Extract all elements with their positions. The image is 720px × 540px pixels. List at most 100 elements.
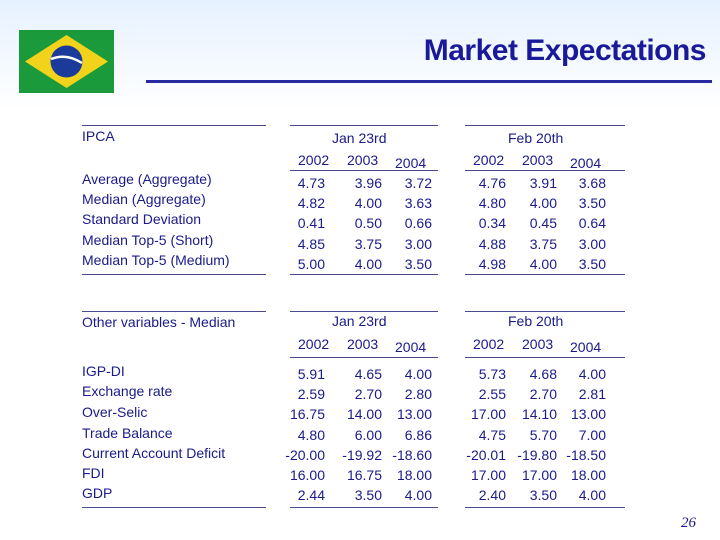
table-cell: 3.50 [578,256,606,272]
divider [290,125,438,126]
other-section-label: Other variables - Median [82,314,236,330]
table-cell: 17.00 [470,406,506,422]
row-label: IGP-DI [82,363,125,379]
table-cell: 3.91 [529,175,557,191]
table-cell: 5.00 [297,256,325,272]
table-cell: 5.91 [297,366,325,382]
table-cell: 2.80 [404,386,432,402]
table-cell: -18.50 [566,447,606,463]
year-label: 2002 [473,152,505,168]
year-label: 2004 [570,339,602,355]
divider [290,357,438,358]
year-label: 2004 [570,155,602,171]
table-cell: 3.96 [354,175,382,191]
year-label: 2003 [347,336,379,352]
table-cell: 4.75 [478,427,506,443]
table-cell: 3.00 [578,236,606,252]
table-cell: 16.75 [289,406,325,422]
table-cell: 2.81 [578,386,606,402]
page-title: Market Expectations [423,34,707,67]
divider [465,357,625,358]
table-cell: 4.65 [354,366,382,382]
table-cell: 3.63 [404,195,432,211]
row-label: Exchange rate [82,383,173,399]
table-cell: 16.00 [289,467,325,483]
table-cell: 0.45 [529,215,557,231]
divider [82,125,266,126]
table-cell: 3.00 [404,236,432,252]
table-cell: 2.44 [297,487,325,503]
table-cell: 2.70 [354,386,382,402]
table-cell: 4.00 [529,256,557,272]
table-cell: 4.00 [404,366,432,382]
table-cell: 3.50 [354,487,382,503]
table-cell: 5.70 [529,427,557,443]
table-cell: 4.76 [478,175,506,191]
divider [465,170,625,171]
title-underline [146,80,712,83]
table-cell: 0.50 [354,215,382,231]
table-cell: 6.86 [404,427,432,443]
divider [290,274,438,275]
table-cell: -18.60 [392,447,432,463]
table-cell: 2.55 [478,386,506,402]
table-cell: 0.64 [578,215,606,231]
table-cell: 4.00 [529,195,557,211]
table-cell: -19.92 [342,447,382,463]
ipca-feb-date: Feb 20th [508,130,564,146]
table-cell: 2.70 [529,386,557,402]
table-cell: 18.00 [396,467,432,483]
year-label: 2002 [298,336,330,352]
table-cell: 17.00 [470,467,506,483]
table-cell: 17.00 [521,467,557,483]
page-number: 26 [681,515,696,531]
row-label: GDP [82,485,113,501]
divider [465,274,625,275]
row-label: Current Account Deficit [82,445,226,461]
ipca-section-label: IPCA [82,128,115,144]
table-cell: 4.00 [578,487,606,503]
divider [82,311,266,312]
table-cell: 16.75 [346,467,382,483]
table-cell: 3.50 [529,487,557,503]
divider [82,507,266,508]
row-label: Trade Balance [82,425,173,441]
table-cell: 3.50 [578,195,606,211]
divider [290,311,438,312]
year-label: 2003 [522,152,554,168]
table-cell: 4.73 [297,175,325,191]
divider [465,125,625,126]
table-cell: 0.66 [404,215,432,231]
year-label: 2002 [298,152,330,168]
table-cell: 5.73 [478,366,506,382]
year-label: 2004 [395,339,427,355]
table-cell: 3.68 [578,175,606,191]
divider [290,170,438,171]
table-cell: 18.00 [570,467,606,483]
table-cell: 4.88 [478,236,506,252]
year-label: 2003 [522,336,554,352]
table-cell: 3.75 [529,236,557,252]
table-cell: 0.34 [478,215,506,231]
divider [82,274,266,275]
table-cell: 3.72 [404,175,432,191]
table-cell: 3.50 [404,256,432,272]
table-cell: 14.00 [346,406,382,422]
year-label: 2003 [347,152,379,168]
other-feb-date: Feb 20th [508,313,564,329]
table-cell: 2.40 [478,487,506,503]
brazil-flag-icon [19,30,114,93]
table-cell: 4.85 [297,236,325,252]
table-cell: 2.59 [297,386,325,402]
table-cell: 13.00 [396,406,432,422]
table-cell: -19.80 [517,447,557,463]
table-cell: 4.98 [478,256,506,272]
divider [290,507,438,508]
table-cell: 7.00 [578,427,606,443]
table-cell: 4.00 [354,195,382,211]
row-label: Average (Aggregate) [82,171,212,187]
table-cell: 4.68 [529,366,557,382]
year-label: 2004 [395,155,427,171]
table-cell: 14.10 [521,406,557,422]
